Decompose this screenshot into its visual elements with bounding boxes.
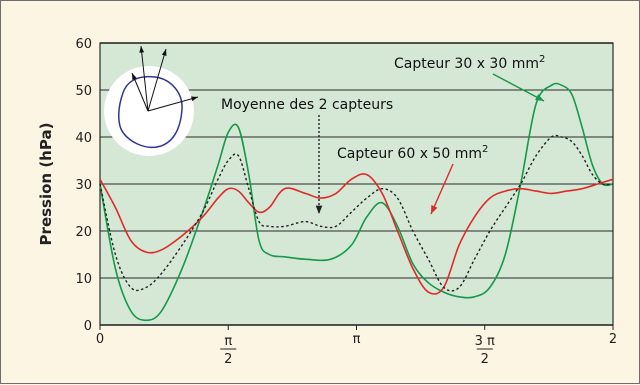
vector-arrow-upright — [147, 48, 167, 112]
leader-arrow-average-head — [315, 205, 323, 214]
annotation-a60: Capteur 60 x 50 mm2 — [337, 144, 488, 162]
y-tick-label: 50 — [75, 84, 92, 99]
series-line-green — [99, 82, 614, 322]
vector-arrow-left — [131, 72, 149, 112]
y-axis-label: Pression (hPa) — [37, 123, 55, 246]
x-tick-label-numerator: π — [224, 334, 232, 349]
vector-arrow-up-head — [139, 46, 145, 53]
y-tick-label: 0 — [84, 319, 92, 334]
leader-arrow-30x30-head — [535, 94, 544, 101]
series-line-red — [99, 173, 614, 295]
annotation-avg: Moyenne des 2 capteurs — [221, 97, 393, 113]
y-tick-label: 30 — [75, 178, 92, 193]
x-tick-label-denominator: 2 — [481, 352, 489, 367]
vector-arrow-right — [147, 96, 199, 112]
series-line-dotted — [99, 134, 614, 292]
x-tick-label: 0 — [96, 332, 104, 347]
leader-arrow-30x30 — [492, 73, 545, 102]
y-tick-label: 60 — [75, 37, 92, 52]
x-tick-label: π — [353, 332, 361, 347]
vector-arrow-up — [140, 45, 149, 112]
vector-arrow-upright-head — [161, 49, 167, 56]
vector-arrow-left-head — [132, 73, 137, 80]
x-tick-label-numerator: 3 π — [475, 334, 495, 349]
leader-arrow-60x50 — [430, 163, 454, 215]
y-tick-label: 40 — [75, 131, 92, 146]
sensor-outline — [118, 75, 183, 148]
annotation-a30: Capteur 30 x 30 mm2 — [394, 54, 545, 72]
leader-arrow-60x50-head — [431, 205, 438, 214]
x-tick-label: 2 — [609, 332, 617, 347]
vector-arrow-right-head — [191, 96, 198, 102]
y-tick-label: 10 — [75, 272, 92, 287]
y-tick-label: 20 — [75, 225, 92, 240]
x-tick-label-denominator: 2 — [224, 352, 232, 367]
